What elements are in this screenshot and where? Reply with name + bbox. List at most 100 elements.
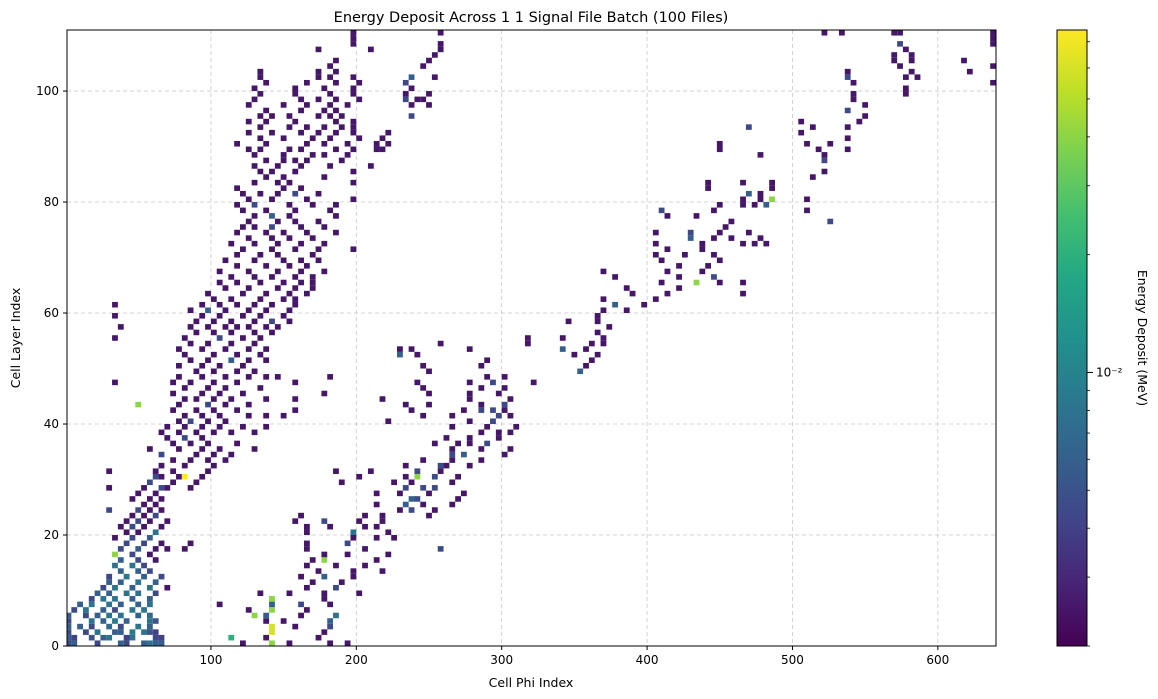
heatmap-cell xyxy=(280,313,287,319)
heatmap-cell xyxy=(402,91,409,97)
heatmap-cell xyxy=(298,612,304,619)
heatmap-cell xyxy=(257,113,264,119)
heatmap-cell xyxy=(350,30,357,36)
heatmap-cell xyxy=(251,318,258,325)
heatmap-cell xyxy=(437,462,444,469)
heatmap-cell xyxy=(612,301,619,308)
heatmap-cell xyxy=(141,640,147,646)
heatmap-cell xyxy=(292,285,299,291)
heatmap-cell xyxy=(455,473,461,480)
heatmap-cell xyxy=(460,407,467,413)
heatmap-cell xyxy=(303,102,310,108)
heatmap-cell xyxy=(129,512,136,519)
heatmap-cell xyxy=(152,490,159,497)
y-tick-label: 60 xyxy=(44,306,59,320)
heatmap-cell xyxy=(135,590,142,597)
heatmap-cell xyxy=(158,496,165,502)
x-tick-label: 600 xyxy=(926,653,949,667)
heatmap-cell xyxy=(158,573,165,580)
heatmap-cell xyxy=(443,435,450,441)
heatmap-cell xyxy=(117,601,124,608)
heatmap-cell xyxy=(263,307,270,314)
heatmap-cell xyxy=(495,429,502,436)
heatmap-cell xyxy=(100,634,107,641)
heatmap-cell xyxy=(338,113,345,119)
heatmap-cell xyxy=(373,523,380,530)
heatmap-cell xyxy=(856,118,863,125)
heatmap-cell xyxy=(112,335,118,341)
heatmap-cell xyxy=(315,96,322,103)
heatmap-cell xyxy=(298,129,304,136)
heatmap-cell xyxy=(100,618,107,624)
heatmap-cell xyxy=(187,540,194,547)
heatmap-cell xyxy=(234,251,241,258)
plot-frame xyxy=(66,29,997,647)
heatmap-cell xyxy=(263,79,270,86)
heatmap-cell xyxy=(199,446,206,452)
heatmap-cell xyxy=(298,601,304,608)
heatmap-cell xyxy=(862,102,869,108)
heatmap-cell xyxy=(280,135,287,141)
heatmap-cell xyxy=(420,362,427,369)
heatmap-cell xyxy=(379,396,386,402)
heatmap-cell xyxy=(152,557,159,563)
heatmap-cell xyxy=(257,124,264,130)
heatmap-cell xyxy=(844,135,851,141)
heatmap-cell xyxy=(71,607,78,613)
heatmap-cell xyxy=(205,307,211,314)
heatmap-cell xyxy=(321,107,328,114)
heatmap-cell xyxy=(135,401,142,408)
heatmap-cell xyxy=(362,562,368,569)
heatmap-cell xyxy=(844,68,851,75)
heatmap-cell xyxy=(112,629,118,635)
heatmap-cell xyxy=(210,318,217,325)
heatmap-cell xyxy=(321,557,328,563)
heatmap-cell xyxy=(210,462,217,469)
heatmap-cell xyxy=(129,584,136,591)
heatmap-cell xyxy=(309,285,316,291)
heatmap-cell xyxy=(216,362,223,369)
heatmap-cell xyxy=(298,146,304,153)
heatmap-cell xyxy=(850,79,857,86)
heatmap-cell xyxy=(135,518,142,524)
heatmap-cell xyxy=(298,268,304,275)
heatmap-cell xyxy=(228,296,235,302)
heatmap-cell xyxy=(112,596,118,602)
heatmap-cell xyxy=(257,313,264,319)
heatmap-cell xyxy=(821,168,828,175)
heatmap-cell xyxy=(257,68,264,75)
heatmap-cell xyxy=(228,429,235,436)
heatmap-cell xyxy=(164,435,171,441)
heatmap-cell xyxy=(716,140,723,147)
heatmap-cell xyxy=(240,224,246,230)
heatmap-cell xyxy=(135,490,142,497)
heatmap-cell xyxy=(199,301,206,308)
heatmap-cell xyxy=(658,207,665,214)
heatmap-cell xyxy=(362,546,368,552)
heatmap-cell xyxy=(303,529,310,536)
heatmap-cell xyxy=(414,473,421,480)
heatmap-cell xyxy=(327,163,334,169)
heatmap-cell xyxy=(298,96,304,103)
colorbar-ticks xyxy=(1087,41,1093,647)
heatmap-cell xyxy=(67,629,72,635)
heatmap-cell xyxy=(745,229,752,236)
heatmap-cell xyxy=(228,634,235,641)
heatmap-cell xyxy=(716,202,723,208)
heatmap-cell xyxy=(664,213,671,219)
heatmap-cell xyxy=(67,612,72,619)
heatmap-cell xyxy=(135,507,142,513)
heatmap-cell xyxy=(385,529,392,536)
heatmap-cell xyxy=(309,279,316,286)
heatmap-cell xyxy=(123,518,130,524)
heatmap-cell xyxy=(321,240,328,247)
heatmap-cell xyxy=(321,268,328,275)
heatmap-cell xyxy=(652,240,659,247)
heatmap-cell xyxy=(763,202,770,208)
x-axis-ticks: 100 200 300 400 500 600 xyxy=(199,646,949,667)
heatmap-cell xyxy=(751,240,758,247)
heatmap-cell xyxy=(588,357,595,363)
heatmap-cell xyxy=(728,235,735,241)
heatmap-cell xyxy=(123,634,130,641)
heatmap-cell xyxy=(286,235,293,241)
